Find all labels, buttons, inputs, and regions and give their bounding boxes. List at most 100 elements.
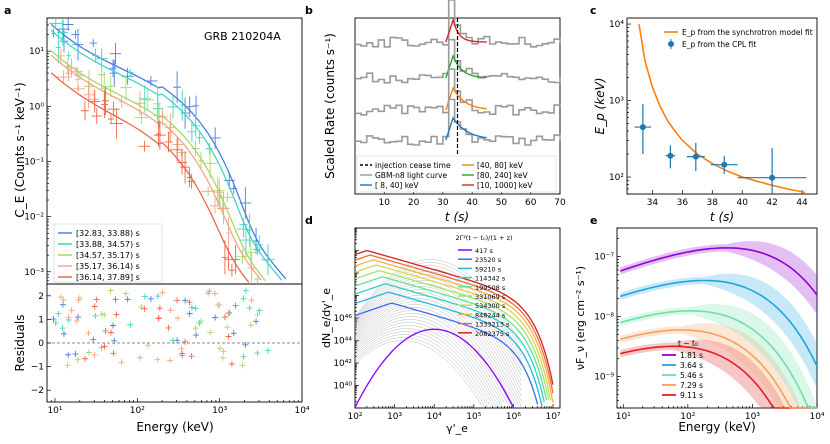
panel-e-legend-title: t − t₀	[678, 339, 698, 348]
panel-b-legend-box	[356, 155, 557, 193]
panel-d-gray-curve	[354, 286, 522, 392]
panel-d-x-ticklabel: 10⁴	[427, 412, 442, 422]
panel-a-datapoint	[226, 217, 231, 249]
panel-a-x-ticklabel: 10⁴	[294, 406, 309, 416]
panel-c-point	[769, 174, 776, 181]
panel-a-annotation: GRB 210204A	[204, 30, 281, 43]
panel-d-y-ticklabel: 10⁴²	[333, 359, 352, 369]
panel-a-residual-point	[254, 311, 261, 318]
panel-e-x-ticklabel: 10²	[680, 412, 695, 422]
panel-d-gray-curve	[354, 274, 522, 371]
panel-c-ep-evolution: 10² 10³ 10⁴ 34 36 38 40 42 44 E_p (keV) t (s) E_…	[593, 17, 818, 224]
panel-d-series-0	[354, 328, 514, 408]
panel-a-datapoint	[235, 249, 250, 264]
panel-a-residual-point	[182, 338, 189, 345]
panel-a-datapoint	[63, 18, 74, 31]
panel-a-residual-point	[50, 316, 57, 323]
panel-a-datapoint	[253, 243, 262, 256]
panel-a-residual-point	[90, 336, 97, 343]
panel-c-x-ticklabel: 44	[796, 198, 808, 208]
panel-a-residual-point	[221, 314, 228, 321]
panel-e-legend-label: 1.81 s	[680, 351, 703, 360]
panel-a-datapoint	[193, 95, 199, 116]
panel-e-legend-label: 7.29 s	[680, 381, 703, 390]
panel-b-x-ticklabel: 30	[437, 198, 449, 208]
panel-a-datapoint	[107, 101, 120, 117]
panel-a-residual-point	[242, 287, 249, 294]
panel-a-resid-ticklabel: 0	[38, 339, 44, 349]
panel-a-residual-point	[110, 322, 117, 329]
panel-a-datapoint	[220, 192, 234, 203]
panel-e-line-1	[620, 279, 818, 367]
panel-a-model-0	[50, 23, 287, 280]
panel-a-datapoint	[66, 51, 71, 60]
panel-c-errorbar	[737, 147, 807, 194]
panel-c-x-ticklabel: 34	[647, 198, 659, 208]
panel-a-residual-point	[188, 353, 195, 360]
panel-a-datapoint	[88, 90, 101, 113]
panel-a-residual-point	[166, 357, 173, 364]
panel-a-datapoint	[152, 92, 164, 125]
panel-a-datapoint	[157, 108, 168, 126]
panel-d-y-ticklabel: 10⁴⁰	[333, 382, 352, 392]
panel-a-resid-ticklabel: −1	[31, 363, 44, 373]
panel-a-residual-point	[207, 329, 214, 336]
panel-a-legend-label: [34.57, 35.17) s	[76, 251, 140, 260]
panel-e-line-3	[620, 329, 817, 409]
panel-a-residual-point	[205, 290, 212, 297]
panel-d-legend-label: 331069 s	[475, 293, 506, 301]
panel-e-frame	[616, 227, 818, 409]
panel-e-y-ticklabel: 10⁻⁹	[594, 373, 614, 383]
panel-a-datapoint	[239, 218, 248, 231]
panel-d-gray-curve	[354, 277, 522, 376]
panel-c-y-ticklabel: 10²	[609, 173, 624, 183]
panel-a-datapoint	[65, 65, 72, 82]
panel-a-datapoint	[120, 74, 132, 101]
panel-a-residual-point	[232, 302, 239, 309]
panel-a-residual-point	[170, 337, 177, 344]
panel-d-x-ticklabel: 10⁵	[466, 412, 481, 422]
panel-a-residual-point	[57, 294, 64, 301]
panel-b-gbm-lightcurve	[355, 0, 561, 48]
panel-d-series-5	[354, 269, 550, 400]
panel-c-x-ticklabel: 36	[677, 198, 689, 208]
panel-b-x-ticklabel: 60	[525, 198, 537, 208]
panel-a-datapoint	[228, 263, 235, 277]
panel-a-residual-point	[226, 309, 233, 316]
panel-a-datapoint	[205, 142, 213, 155]
panel-b-model-band-0	[445, 116, 487, 141]
panel-d-series-8	[354, 254, 554, 394]
panel-a-datapoint	[224, 248, 233, 271]
panel-d-gray-curve	[354, 295, 522, 407]
panel-e-ylabel: νF_ν (erg cm⁻² s⁻¹)	[574, 266, 587, 370]
panel-a-residual-point	[188, 304, 195, 311]
panel-a-residual-point	[220, 348, 227, 355]
panel-a-datapoint	[97, 60, 106, 90]
panel-a-residual-point	[81, 355, 88, 362]
panel-a-residual-point	[74, 314, 81, 321]
panel-c-legend: E_p from the synchrotron model fit E_p fr…	[664, 28, 813, 49]
panel-c-x-ticklabel: 38	[707, 198, 719, 208]
panel-d-y-ticklabel: 10⁴⁴	[333, 337, 352, 347]
panel-a-residual-point	[240, 353, 247, 360]
panel-b-lightcurves: 10 20 30 40 50 60 70 Scaled Rate (counts s⁻¹) …	[323, 0, 566, 224]
panel-a-datapoint	[209, 127, 221, 149]
panel-a-datapoint	[221, 240, 228, 275]
panel-a-residual-point	[239, 362, 246, 369]
panel-d-legend-label: 2082375 s	[475, 330, 510, 338]
panel-a-residual-point	[59, 301, 66, 308]
panel-d-ylabel: dN_e/dγ'_e	[320, 288, 333, 348]
panel-a-datapoint	[106, 75, 116, 98]
panel-d-x-ticklabel: 10⁶	[506, 412, 521, 422]
panel-a-residual-point	[72, 351, 79, 358]
panel-a-residual-point	[110, 350, 117, 357]
panel-a-residual-point	[141, 305, 148, 312]
panel-a-x-ticklabel: 10³	[212, 406, 227, 416]
panel-a-datapoint	[180, 89, 185, 121]
panel-a-datapoint	[165, 113, 177, 142]
panel-a-residual-point	[112, 296, 119, 303]
panel-a-residual-point	[73, 317, 80, 324]
panel-a-residual-point	[174, 315, 181, 322]
panel-e-band-3	[620, 323, 817, 408]
